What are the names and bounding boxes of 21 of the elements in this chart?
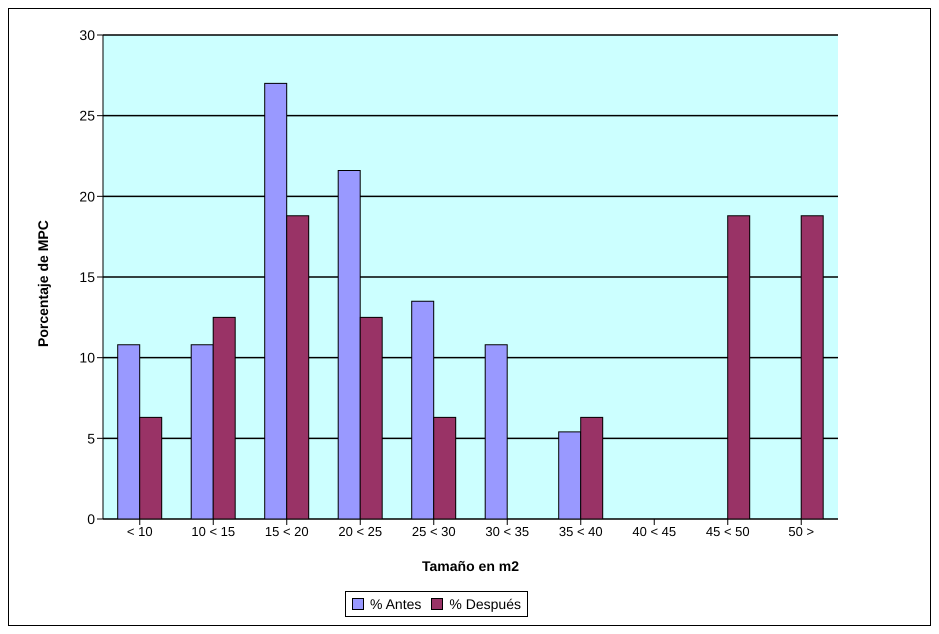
x-tick-label: 25 < 30: [412, 524, 456, 540]
y-tick-label: 5: [87, 430, 96, 446]
x-axis-title: Tamaño en m2: [422, 558, 520, 574]
x-tick-label: 10 < 15: [191, 524, 236, 540]
y-tick-label: 25: [79, 108, 96, 124]
x-tick-label: 15 < 20: [264, 524, 309, 540]
x-tick-label: 20 < 25: [338, 524, 382, 540]
x-tick-label: 45 < 50: [706, 524, 750, 540]
y-tick-label: 20: [79, 188, 96, 204]
legend-label: % Antes: [369, 596, 422, 612]
y-tick-label: 15: [79, 268, 96, 285]
x-tick-label: 30 < 35: [485, 524, 530, 540]
y-tick-label: 10: [79, 350, 96, 366]
x-tick-label: 40 < 45: [632, 524, 676, 540]
y-tick-label: 30: [79, 26, 96, 43]
x-tick-label: 35 < 40: [558, 524, 603, 540]
y-axis-title: Porcentaje de MPC: [34, 220, 51, 347]
x-tick-label: < 10: [126, 524, 153, 540]
legend-label: % Después: [448, 596, 521, 612]
x-tick-label: 50 >: [788, 524, 814, 540]
y-tick-label: 0: [87, 510, 96, 527]
